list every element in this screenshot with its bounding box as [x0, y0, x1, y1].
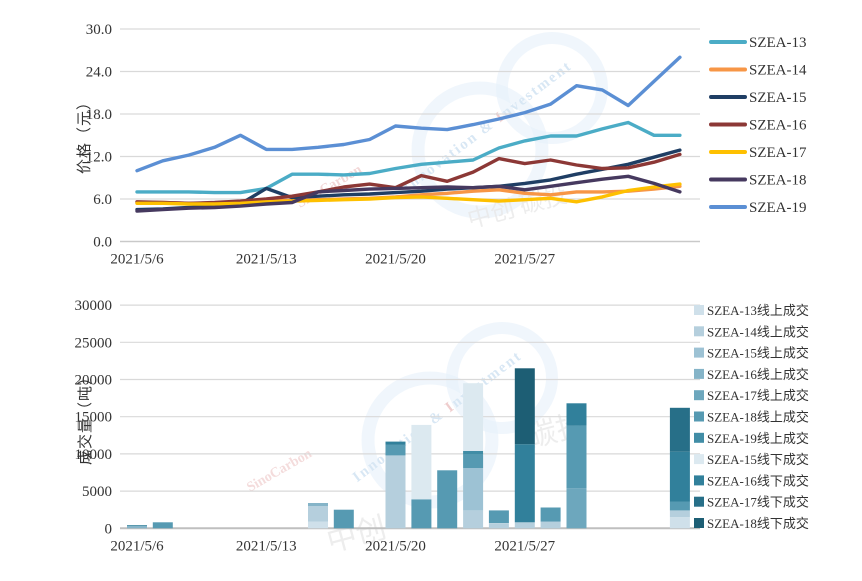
price-ytick-label: 6.0	[93, 192, 112, 208]
volume-legend-swatch	[694, 518, 704, 528]
volume-xtick-label: 2021/5/13	[236, 538, 297, 554]
volume-bar-segment	[488, 510, 509, 523]
price-ytick-label: 12.0	[86, 150, 112, 166]
price-ytick-label: 30.0	[86, 22, 112, 38]
volume-bar-segment	[463, 383, 484, 451]
volume-xtick-label: 2021/5/6	[110, 538, 164, 554]
volume-legend-swatch	[694, 347, 704, 358]
volume-bar-segment	[385, 441, 406, 445]
volume-ytick-label: 25000	[75, 335, 113, 351]
volume-bar-segment	[669, 451, 690, 502]
volume-bar-segment	[308, 506, 328, 522]
volume-chart: 0 5000 10000 15000 20000 25000 30000 2021/5/6 20…	[75, 298, 700, 554]
volume-bar-segment	[437, 470, 458, 529]
volume-bar-segment	[514, 444, 535, 523]
price-legend-label: SZEA-15	[749, 90, 807, 106]
volume-bar-segment	[540, 521, 561, 529]
volume-xtick-label: 2021/5/27	[494, 538, 555, 554]
volume-legend-label: SZEA-16线下成交	[707, 473, 809, 488]
volume-bar-segment	[385, 445, 406, 456]
volume-legend-label: SZEA-18线上成交	[707, 410, 809, 425]
volume-bar-segment	[463, 454, 484, 468]
volume-bar-segment	[308, 503, 328, 506]
volume-legend-swatch	[694, 496, 704, 507]
price-xtick-label: 2021/5/20	[365, 252, 426, 268]
volume-bar-segment	[411, 499, 432, 529]
volume-bar-segment	[488, 523, 509, 529]
volume-legend-swatch	[694, 432, 704, 443]
volume-legend-swatch	[694, 390, 704, 401]
watermark-ring	[496, 32, 608, 144]
watermark-ring	[446, 322, 558, 434]
volume-legend-label: SZEA-17线下成交	[707, 495, 809, 510]
volume-legend-swatch	[694, 411, 704, 422]
volume-axis-title: 成交量（吨）	[78, 368, 94, 465]
volume-legend-label: SZEA-19线上成交	[707, 431, 809, 446]
volume-ytick-label: 0	[105, 521, 113, 537]
volume-bar-segment	[333, 509, 354, 529]
volume-ytick-label: 10000	[75, 447, 113, 463]
volume-bar-segment	[566, 425, 587, 489]
price-line-SZEA-16	[135, 152, 682, 206]
price-line-SZEA-17	[135, 182, 682, 206]
price-xtick-label: 2021/5/27	[494, 252, 555, 268]
volume-bar-segment	[463, 450, 484, 455]
price-line-SZEA-18	[135, 174, 682, 213]
watermark-ring	[411, 81, 549, 219]
volume-ytick-label: 15000	[75, 410, 113, 426]
volume-bar-segment	[669, 510, 690, 518]
volume-legend-swatch	[694, 454, 704, 465]
volume-ytick-label: 30000	[75, 298, 113, 314]
volume-legend-swatch	[694, 326, 704, 337]
price-legend-label: SZEA-14	[749, 63, 807, 79]
volume-bar-segment	[540, 507, 561, 522]
volume-bar-segment	[566, 403, 587, 426]
price-legend-label: SZEA-19	[749, 200, 807, 216]
volume-legend-label: SZEA-18线下成交	[707, 516, 809, 531]
volume-legend: SZEA-13线上成交 SZEA-14线上成交 SZEA-15线上成交 SZEA-16…	[694, 303, 809, 531]
volume-bar-segment	[514, 522, 535, 529]
price-xtick-label: 2021/5/13	[236, 252, 297, 268]
price-legend-label: SZEA-16	[749, 118, 807, 134]
volume-bar-segment	[669, 501, 690, 511]
volume-bar-segment	[566, 488, 587, 529]
price-legend: SZEA-13 SZEA-14 SZEA-15 SZEA-16 SZEA-17 SZEA-…	[709, 35, 807, 216]
volume-legend-label: SZEA-17线上成交	[707, 388, 809, 403]
volume-legend-swatch	[694, 475, 704, 486]
price-legend-label: SZEA-13	[749, 35, 807, 51]
volume-xtick-label: 2021/5/20	[365, 538, 426, 554]
volume-legend-label: SZEA-14线上成交	[707, 324, 809, 339]
price-ytick-label: 18.0	[86, 107, 112, 123]
volume-legend-swatch	[694, 368, 704, 379]
volume-bar-segment	[669, 517, 690, 529]
volume-bar-segment	[669, 407, 690, 452]
price-xtick-label: 2021/5/6	[110, 252, 164, 268]
price-legend-label: SZEA-18	[749, 173, 807, 189]
volume-bar-segment	[463, 468, 484, 511]
price-line-SZEA-13	[135, 120, 682, 195]
volume-legend-swatch	[694, 305, 704, 315]
volume-legend-label: SZEA-15线下成交	[707, 452, 809, 467]
volume-legend-label: SZEA-16线上成交	[707, 367, 809, 382]
volume-bar-segment	[385, 455, 406, 529]
volume-bar-segment	[411, 424, 432, 500]
volume-bar-segment	[127, 525, 147, 527]
price-ytick-label: 0.0	[93, 235, 112, 251]
volume-legend-label: SZEA-13线上成交	[707, 303, 809, 318]
volume-bar-segment	[463, 510, 484, 529]
volume-ytick-label: 5000	[82, 484, 112, 500]
volume-bar-segment	[152, 522, 173, 529]
volume-bar-segment	[308, 521, 328, 529]
price-ytick-label: 24.0	[86, 65, 112, 81]
price-axis-title: 价格（元）	[77, 93, 93, 174]
volume-legend-label: SZEA-15线上成交	[707, 346, 809, 361]
price-line-SZEA-19	[135, 55, 682, 173]
volume-bar-segment	[127, 526, 147, 529]
price-chart: 0.0 6.0 12.0 18.0 24.0 30.0 2021/5/6 2021/5/13 2…	[86, 22, 700, 268]
price-legend-label: SZEA-17	[749, 145, 807, 161]
volume-bar-segment	[514, 368, 535, 445]
volume-ytick-label: 20000	[75, 373, 113, 389]
